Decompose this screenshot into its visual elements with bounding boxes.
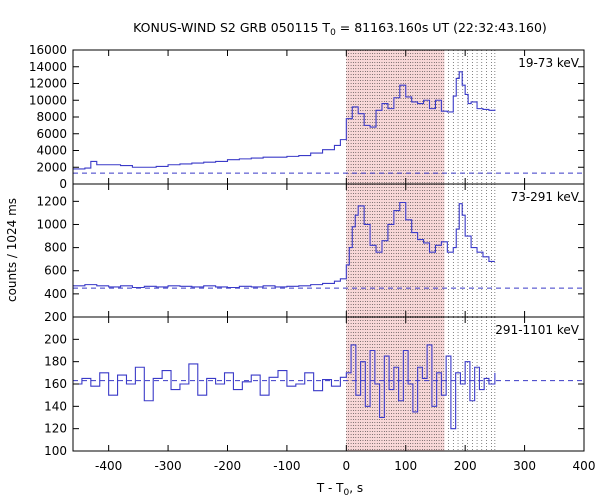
panel-1: 0 2000 4000 6000 8000 10000 12000 14000 16000 19-… [29,43,585,191]
y-tick-label: 12000 [29,77,67,91]
y-tick-label: 200 [44,332,67,346]
y-tick-label: 140 [44,399,67,413]
y-tick-label: 200 [44,310,67,324]
x-axis-label: T - T0, s [316,481,363,498]
energy-band-label: 19-73 keV [518,56,580,70]
y-tick-label: 1200 [36,194,67,208]
panel-frame [72,183,585,318]
y-tick-label: 0 [59,177,67,191]
x-tick-label: -300 [154,459,181,473]
x-tick-label: 200 [454,459,477,473]
y-tick-label: 2000 [36,160,67,174]
y-tick-label: 120 [44,422,67,436]
x-tick-label: 300 [513,459,536,473]
x-tick-label: 400 [573,459,596,473]
light-curve-series [73,71,496,170]
energy-band-label: 291-1101 keV [495,323,579,337]
panel-2: 200 400 600 800 1000 1200 73-291 keV [36,183,585,324]
y-tick-label: 1000 [36,217,67,231]
y-tick-label: 800 [44,241,67,255]
x-tick-label: 0 [343,459,351,473]
y-tick-label: 14000 [29,60,67,74]
y-tick-label: 160 [44,377,67,391]
y-tick-label: 10000 [29,93,67,107]
light-curve-series [73,201,495,289]
y-tick-label: 180 [44,355,67,369]
panel-3: 100 120 140 160 180 200 291-1101 keV [44,316,585,458]
energy-band-label: 73-291 keV [511,190,580,204]
panels-layer: 020004000600080001000012000140001600019-… [29,43,596,473]
chart-title: KONUS-WIND S2 GRB 050115 T0 = 81163.160s… [133,20,547,38]
y-tick-label: 100 [44,444,67,458]
y-tick-label: 600 [44,264,67,278]
y-tick-label: 8000 [36,110,67,124]
y-axis-label: counts / 1024 ms [5,198,19,302]
x-tick-label: -200 [214,459,241,473]
y-tick-label: 4000 [36,144,67,158]
y-tick-label: 400 [44,287,67,301]
y-tick-label: 6000 [36,127,67,141]
x-tick-label: -100 [273,459,300,473]
x-tick-label: -400 [95,459,122,473]
light-curve-series [73,344,496,430]
panel-frame [72,49,585,185]
panel-frame [72,316,585,452]
x-tick-label: 100 [394,459,417,473]
y-tick-label: 16000 [29,43,67,57]
